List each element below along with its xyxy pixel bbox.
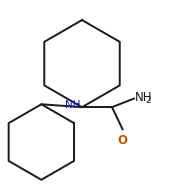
- Text: NH: NH: [65, 100, 80, 110]
- Text: NH: NH: [135, 91, 153, 104]
- Text: 2: 2: [145, 96, 151, 105]
- Text: O: O: [118, 134, 128, 147]
